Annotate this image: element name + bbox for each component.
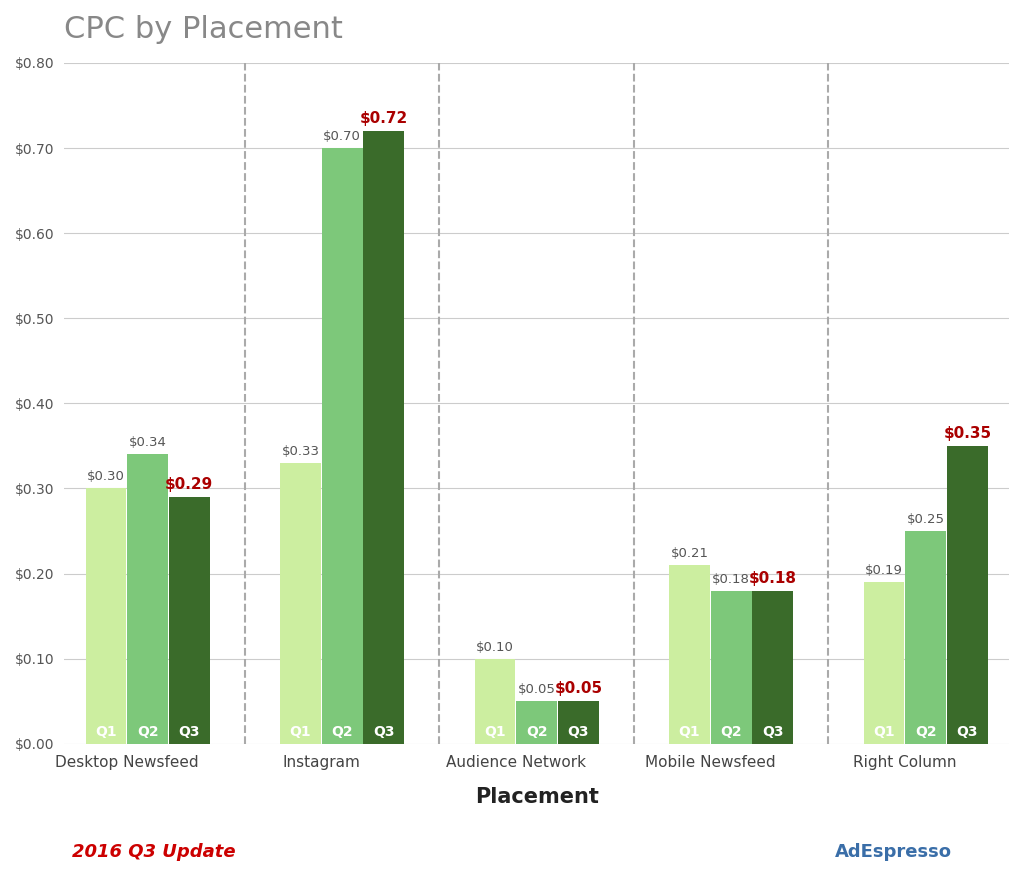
Bar bbox=[474, 659, 515, 744]
Text: Q3: Q3 bbox=[567, 725, 589, 739]
Bar bbox=[86, 489, 126, 744]
Text: Q3: Q3 bbox=[178, 725, 200, 739]
Bar bbox=[127, 454, 168, 744]
Text: Q3: Q3 bbox=[762, 725, 783, 739]
Text: $0.35: $0.35 bbox=[943, 426, 991, 440]
Text: Q3: Q3 bbox=[956, 725, 978, 739]
Text: Q1: Q1 bbox=[679, 725, 700, 739]
Text: 2016 Q3 Update: 2016 Q3 Update bbox=[72, 843, 236, 861]
Text: $0.05: $0.05 bbox=[554, 681, 602, 696]
Bar bbox=[753, 591, 794, 744]
Bar bbox=[863, 582, 904, 744]
Text: $0.30: $0.30 bbox=[87, 470, 125, 483]
Text: Q2: Q2 bbox=[526, 725, 548, 739]
Text: Q2: Q2 bbox=[720, 725, 742, 739]
Text: Q1: Q1 bbox=[95, 725, 117, 739]
Text: $0.34: $0.34 bbox=[129, 436, 167, 449]
Text: $0.19: $0.19 bbox=[865, 564, 903, 577]
Text: Q2: Q2 bbox=[332, 725, 353, 739]
Text: $0.25: $0.25 bbox=[906, 513, 945, 526]
Bar bbox=[169, 497, 210, 744]
Text: $0.29: $0.29 bbox=[165, 477, 213, 492]
Bar bbox=[905, 531, 946, 744]
Bar bbox=[947, 446, 988, 744]
Text: $0.21: $0.21 bbox=[671, 547, 709, 560]
Bar bbox=[711, 591, 752, 744]
Text: $0.05: $0.05 bbox=[518, 683, 556, 696]
Bar bbox=[558, 701, 599, 744]
Text: $0.10: $0.10 bbox=[476, 641, 514, 654]
Text: $0.72: $0.72 bbox=[359, 111, 408, 126]
Text: Q2: Q2 bbox=[137, 725, 159, 739]
Bar bbox=[516, 701, 557, 744]
Text: AdEspresso: AdEspresso bbox=[836, 843, 952, 861]
Text: Q2: Q2 bbox=[914, 725, 937, 739]
Text: Q1: Q1 bbox=[290, 725, 311, 739]
Text: $0.70: $0.70 bbox=[324, 130, 361, 143]
Text: Q1: Q1 bbox=[484, 725, 506, 739]
Bar bbox=[281, 463, 321, 744]
Text: $0.18: $0.18 bbox=[713, 572, 751, 586]
Bar bbox=[322, 148, 362, 744]
Text: CPC by Placement: CPC by Placement bbox=[65, 15, 343, 44]
Bar bbox=[669, 565, 710, 744]
Text: $0.18: $0.18 bbox=[749, 571, 797, 586]
Text: $0.33: $0.33 bbox=[282, 445, 319, 458]
Text: Q1: Q1 bbox=[873, 725, 895, 739]
Text: Q3: Q3 bbox=[373, 725, 394, 739]
X-axis label: Placement: Placement bbox=[475, 787, 599, 807]
Bar bbox=[364, 131, 404, 744]
